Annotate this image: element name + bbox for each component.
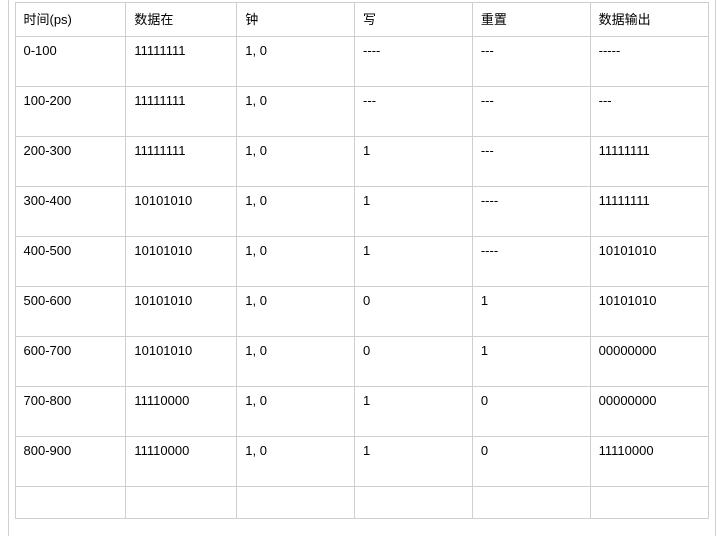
- table-cell: -----: [590, 37, 708, 87]
- table-cell: 1: [355, 237, 473, 287]
- table-row: 400-500101010101, 01----10101010: [15, 237, 708, 287]
- table-cell: ---: [590, 87, 708, 137]
- table-body: 0-100111111111, 0------------100-2001111…: [15, 37, 708, 519]
- table-cell: 0: [355, 287, 473, 337]
- table-cell: ---: [472, 137, 590, 187]
- timing-table: 时间(ps)数据在钟写重置数据输出 0-100111111111, 0-----…: [15, 2, 709, 519]
- table-cell: 11111111: [590, 137, 708, 187]
- table-cell: 200-300: [15, 137, 126, 187]
- table-cell: 0: [472, 437, 590, 487]
- table-cell: 800-900: [15, 437, 126, 487]
- table-cell: 0-100: [15, 37, 126, 87]
- table-cell: 11110000: [126, 437, 237, 487]
- table-cell: [472, 487, 590, 519]
- table-cell: 10101010: [126, 287, 237, 337]
- table-cell: [590, 487, 708, 519]
- col-header: 重置: [472, 3, 590, 37]
- table-cell: 11111111: [126, 137, 237, 187]
- table-row: 800-900111100001, 01011110000: [15, 437, 708, 487]
- table-row: 200-300111111111, 01---11111111: [15, 137, 708, 187]
- table-cell: [126, 487, 237, 519]
- table-cell: 10101010: [590, 237, 708, 287]
- table-cell: ----: [355, 37, 473, 87]
- table-cell: 11111111: [126, 37, 237, 87]
- table-cell: 500-600: [15, 287, 126, 337]
- table-cell: 1, 0: [237, 237, 355, 287]
- table-cell: 10101010: [126, 237, 237, 287]
- table-cell: 10101010: [590, 287, 708, 337]
- table-cell: 00000000: [590, 387, 708, 437]
- table-cell: 1: [355, 387, 473, 437]
- col-header: 数据在: [126, 3, 237, 37]
- table-cell: ---: [472, 87, 590, 137]
- col-header: 时间(ps): [15, 3, 126, 37]
- table-cell: 600-700: [15, 337, 126, 387]
- table-cell: 100-200: [15, 87, 126, 137]
- table-row: 600-700101010101, 00100000000: [15, 337, 708, 387]
- table-cell: 0: [355, 337, 473, 387]
- table-cell: [355, 487, 473, 519]
- table-row: 0-100111111111, 0------------: [15, 37, 708, 87]
- table-cell: ---: [472, 37, 590, 87]
- table-cell: 400-500: [15, 237, 126, 287]
- table-cell: 1, 0: [237, 187, 355, 237]
- table-row: [15, 487, 708, 519]
- table-row: 500-600101010101, 00110101010: [15, 287, 708, 337]
- table-cell: 1, 0: [237, 437, 355, 487]
- table-cell: ----: [472, 237, 590, 287]
- table-header-row: 时间(ps)数据在钟写重置数据输出: [15, 3, 708, 37]
- table-cell: 10101010: [126, 337, 237, 387]
- col-header: 写: [355, 3, 473, 37]
- table-cell: 1: [472, 337, 590, 387]
- table-cell: 0: [472, 387, 590, 437]
- col-header: 数据输出: [590, 3, 708, 37]
- table-row: 300-400101010101, 01----11111111: [15, 187, 708, 237]
- table-row: 100-200111111111, 0---------: [15, 87, 708, 137]
- table-cell: 1, 0: [237, 387, 355, 437]
- table-cell: [15, 487, 126, 519]
- table-cell: 00000000: [590, 337, 708, 387]
- table-cell: 300-400: [15, 187, 126, 237]
- table-cell: 700-800: [15, 387, 126, 437]
- table-cell: ----: [472, 187, 590, 237]
- table-cell: 1: [355, 187, 473, 237]
- table-cell: 11111111: [126, 87, 237, 137]
- table-cell: 1: [355, 137, 473, 187]
- table-cell: 11110000: [590, 437, 708, 487]
- table-cell: 11110000: [126, 387, 237, 437]
- table-cell: ---: [355, 87, 473, 137]
- table-cell: [237, 487, 355, 519]
- table-cell: 1, 0: [237, 287, 355, 337]
- table-cell: 1, 0: [237, 337, 355, 387]
- table-frame: 时间(ps)数据在钟写重置数据输出 0-100111111111, 0-----…: [8, 0, 716, 536]
- table-cell: 1, 0: [237, 87, 355, 137]
- table-cell: 10101010: [126, 187, 237, 237]
- table-cell: 1, 0: [237, 137, 355, 187]
- table-cell: 11111111: [590, 187, 708, 237]
- table-row: 700-800111100001, 01000000000: [15, 387, 708, 437]
- table-cell: 1, 0: [237, 37, 355, 87]
- table-cell: 1: [355, 437, 473, 487]
- table-cell: 1: [472, 287, 590, 337]
- col-header: 钟: [237, 3, 355, 37]
